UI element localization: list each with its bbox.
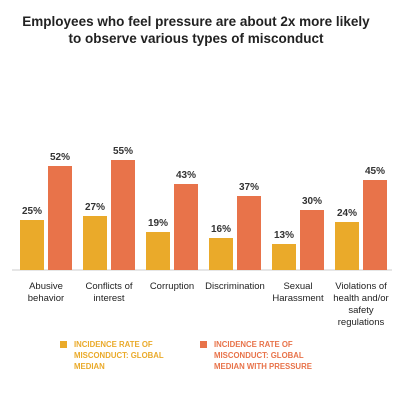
bars-layer: 25% 52% 27% 55% 19% 43% 16% 37% 13% 30% 24% 45% <box>20 146 387 270</box>
category-label-0-line-0: Abusive <box>29 281 63 292</box>
data-label-s1-c1: 55% <box>113 146 133 157</box>
chart-title-line-1: Employees who feel pressure are about 2x… <box>22 14 370 29</box>
data-label-s0-c0: 25% <box>22 206 42 217</box>
category-label-4-line-0: Sexual <box>283 281 312 292</box>
category-label-5-line-1: health and/or <box>333 293 388 304</box>
bar-s0-c4 <box>272 244 296 270</box>
data-label-s0-c3: 16% <box>211 224 231 235</box>
category-label-5-line-2: safety <box>348 305 374 316</box>
category-label-1-line-1: interest <box>93 293 125 304</box>
bar-s1-c3 <box>237 196 261 270</box>
category-label-4-line-1: Harassment <box>272 293 324 304</box>
legend: INCIDENCE RATE OF MISCONDUCT: GLOBAL MEDIA… <box>60 340 312 371</box>
legend-label-1-line-2: MEDIAN WITH PRESSURE <box>214 362 312 371</box>
bar-s1-c0 <box>48 166 72 270</box>
bar-s0-c0 <box>20 220 44 270</box>
bar-s1-c5 <box>363 180 387 270</box>
category-label-2-line-0: Corruption <box>150 281 194 292</box>
data-label-s0-c5: 24% <box>337 208 357 219</box>
category-label-3-line-0: Discrimination <box>205 281 265 292</box>
legend-label-0-line-0: INCIDENCE RATE OF <box>74 340 153 349</box>
category-label-0-line-1: behavior <box>28 293 64 304</box>
legend-swatch-1 <box>200 341 207 348</box>
bar-s0-c1 <box>83 216 107 270</box>
chart-title-line-2: to observe various types of misconduct <box>68 31 324 46</box>
data-label-s1-c4: 30% <box>302 196 322 207</box>
data-label-s1-c2: 43% <box>176 170 196 181</box>
category-label-1-line-0: Conflicts of <box>86 281 133 292</box>
bar-s1-c4 <box>300 210 324 270</box>
data-label-s1-c0: 52% <box>50 152 70 163</box>
data-label-s0-c2: 19% <box>148 218 168 229</box>
category-label-5-line-3: regulations <box>338 317 385 328</box>
data-label-s1-c3: 37% <box>239 182 259 193</box>
data-label-s0-c4: 13% <box>274 230 294 241</box>
bar-s0-c2 <box>146 232 170 270</box>
bar-s1-c2 <box>174 184 198 270</box>
bar-s1-c1 <box>111 160 135 270</box>
data-label-s0-c1: 27% <box>85 202 105 213</box>
legend-label-0-line-1: MISCONDUCT: GLOBAL <box>74 351 164 360</box>
legend-label-1-line-1: MISCONDUCT: GLOBAL <box>214 351 304 360</box>
bar-s0-c3 <box>209 238 233 270</box>
legend-label-0-line-2: MEDIAN <box>74 362 105 371</box>
legend-label-1-line-0: INCIDENCE RATE OF <box>214 340 293 349</box>
legend-swatch-0 <box>60 341 67 348</box>
bar-s0-c5 <box>335 222 359 270</box>
data-label-s1-c5: 45% <box>365 166 385 177</box>
category-label-5-line-0: Violations of <box>335 281 387 292</box>
